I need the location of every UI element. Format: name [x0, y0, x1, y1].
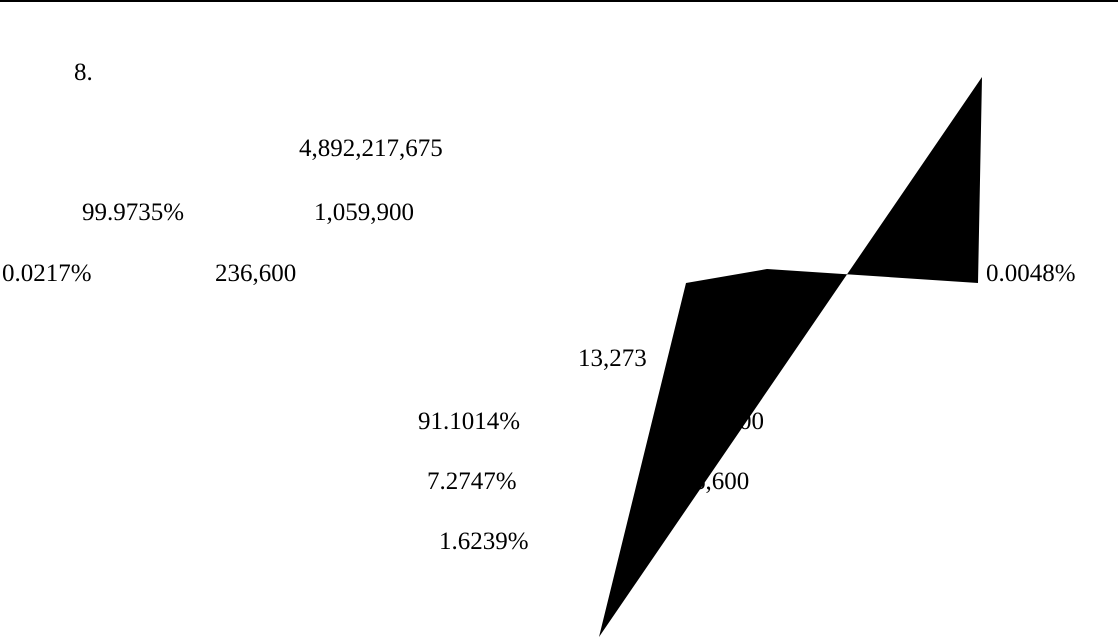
black-polygon-fill	[599, 77, 982, 637]
item-number: 8.	[74, 59, 93, 86]
lower-row1-percent: 91.1014%	[418, 408, 521, 435]
upper-row2-percent: 0.0217%	[2, 260, 92, 287]
lower-row3-percent: 1.6239%	[439, 528, 529, 555]
upper-total: 4,892,217,675	[299, 135, 443, 162]
upper-row1-value: 1,059,900	[314, 199, 414, 226]
lower-row2-percent: 7.2747%	[427, 468, 517, 495]
upper-row2-value: 236,600	[215, 260, 297, 287]
upper-row3-percent: 0.0048%	[986, 260, 1076, 287]
top-rule	[0, 0, 1118, 2]
upper-row1-percent: 99.9735%	[82, 199, 185, 226]
lower-total: 13,273	[578, 345, 647, 372]
